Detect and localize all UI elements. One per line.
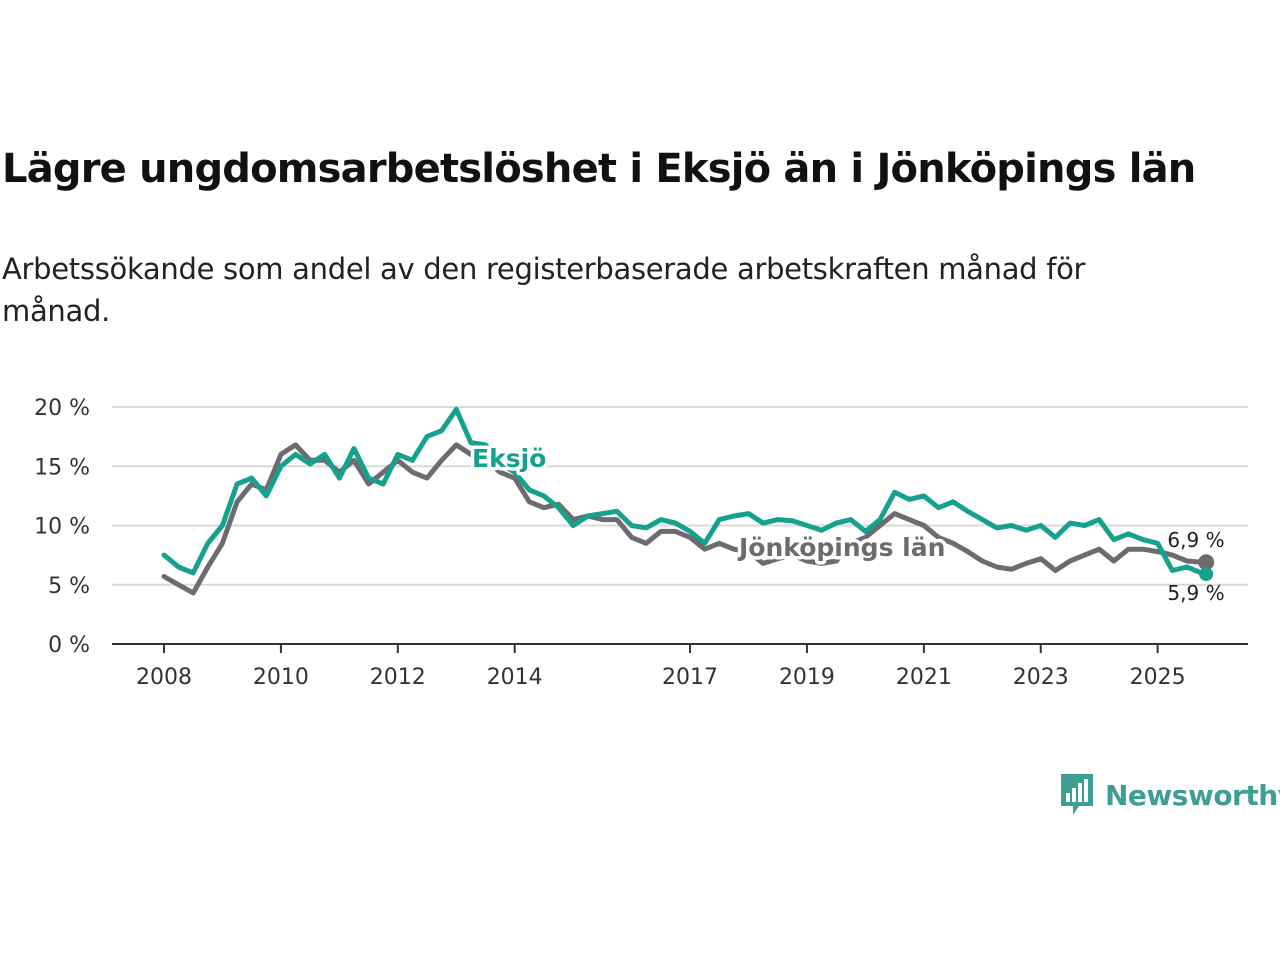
x-tick-label: 2014: [487, 665, 543, 690]
end-label-eksjo: 5,9 %: [1167, 581, 1224, 605]
x-tick-label: 2017: [662, 665, 718, 690]
end-label-jonkopings-lan: 6,9 %: [1167, 528, 1224, 552]
x-tick-label: 2008: [136, 665, 192, 690]
end-marker-jonkopings-lan: [1198, 554, 1215, 571]
chart-subtitle: Arbetssökande som andel av den registerb…: [2, 252, 1086, 328]
x-tick-label: 2012: [370, 665, 426, 690]
chart-title: Lägre ungdomsarbetslöshet i Eksjö än i J…: [2, 146, 1196, 192]
x-tick-label: 2023: [1013, 665, 1069, 690]
grid-lines: [112, 406, 1248, 586]
y-tick-label: 10 %: [34, 515, 90, 540]
y-tick-label: 0 %: [48, 633, 90, 658]
line-chart: 0 %5 %10 %15 %20 % 2008 2010 2012 2014 2017 2…: [34, 396, 1248, 690]
y-tick-label: 20 %: [34, 396, 90, 421]
series-name-jonkopings-lan: Jönköpings län: [737, 533, 945, 562]
series-line-eksjo: [161, 406, 1209, 577]
series-lines: [161, 406, 1209, 596]
brand-logo: Newsworthy: [1059, 772, 1280, 818]
bar-chart-icon: [1061, 774, 1093, 815]
y-tick-label: 5 %: [48, 574, 90, 599]
x-tick-label: 2021: [896, 665, 952, 690]
end-marker-eksjo: [1199, 567, 1214, 582]
y-tick-label: 15 %: [34, 455, 90, 480]
brand-name: Newsworthy: [1105, 778, 1280, 812]
x-axis-ticks: 2008 2010 2012 2014 2017 2019 2021 2023 2025: [136, 644, 1186, 690]
x-tick-label: 2010: [253, 665, 309, 690]
x-tick-label: 2025: [1130, 665, 1186, 690]
series-labels: 6,9 % 5,9 % Eksjö Jönköpings län: [469, 441, 1225, 606]
x-tick-label: 2019: [779, 665, 835, 690]
series-name-eksjo: Eksjö: [472, 444, 546, 473]
y-axis-ticks: 0 % 5 % 10 % 15 % 20 %: [34, 396, 90, 658]
series-line-jonkopings-lan: [161, 442, 1209, 596]
